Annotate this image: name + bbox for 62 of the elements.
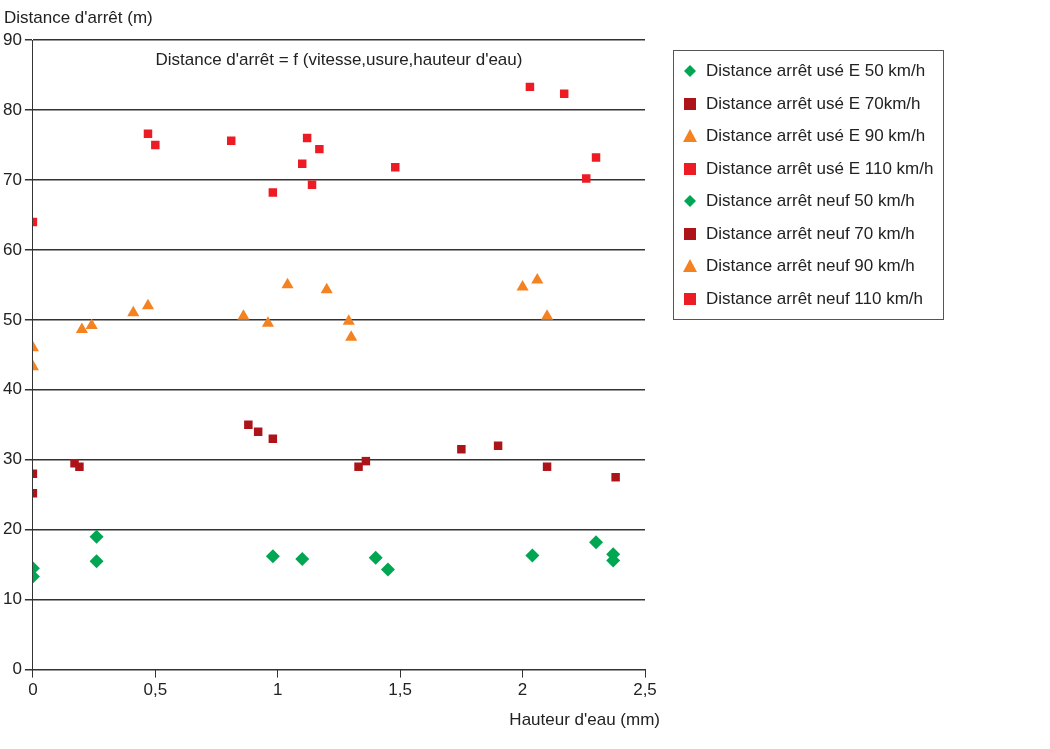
x-tick-label: 0,5: [143, 680, 168, 700]
point: [143, 129, 153, 138]
y-tick-label: 0: [12, 659, 22, 679]
point: [531, 272, 544, 284]
point: [89, 529, 104, 544]
point: [151, 140, 160, 150]
point: [226, 136, 236, 145]
x-tick-label: 1,5: [388, 680, 412, 700]
point: [354, 462, 363, 471]
y-tick-label: 80: [2, 99, 22, 119]
point: [295, 552, 310, 567]
point: [244, 420, 253, 429]
point: [261, 316, 275, 327]
point: [457, 445, 466, 454]
point: [345, 330, 358, 341]
point: [380, 562, 395, 577]
point: [127, 305, 140, 317]
point: [525, 548, 540, 563]
point: [541, 309, 554, 320]
point: [516, 279, 529, 291]
y-tick-label: 40: [2, 379, 22, 399]
point: [342, 314, 355, 325]
point: [75, 462, 84, 471]
point: [542, 462, 552, 471]
point: [75, 322, 88, 334]
y-tick-label: 90: [2, 29, 22, 49]
point: [589, 535, 604, 550]
y-tick-label: 50: [2, 309, 22, 329]
legend-label: Distance arrêt neuf 110 km/h: [706, 288, 924, 309]
x-tick-label: 2,5: [633, 680, 657, 700]
point: [281, 277, 294, 289]
y-tick-label: 60: [2, 239, 22, 259]
point: [611, 472, 620, 482]
point: [582, 174, 591, 183]
point: [591, 153, 601, 162]
y-tick-label: 10: [2, 589, 22, 609]
point: [268, 188, 278, 197]
point: [265, 549, 280, 564]
legend-label: Distance arrêt usé E 70km/h: [706, 93, 921, 114]
point: [237, 309, 250, 320]
point: [391, 163, 400, 172]
point: [85, 318, 98, 329]
point: [368, 550, 383, 565]
point: [320, 282, 333, 294]
y-tick-label: 70: [2, 169, 22, 189]
x-tick-label: 1: [273, 680, 283, 700]
legend-label: Distance arrêt neuf 90 km/h: [706, 256, 915, 277]
text: Distance d'arrêt = f (vitesse,usure,hauteur d'eau): [155, 50, 523, 70]
legend-label: Distance arrêt usé E 110 km/h: [706, 158, 934, 179]
y-axis-title: Distance d'arrêt (m): [4, 8, 153, 28]
point: [89, 554, 104, 569]
legend-label: Distance arrêt neuf 70 km/h: [706, 223, 915, 244]
legend-label: Distance arrêt usé E 90 km/h: [706, 126, 926, 147]
x-axis-title: Hauteur d'eau (mm): [509, 709, 660, 729]
point: [315, 144, 324, 154]
x-tick-label: 0: [28, 680, 38, 700]
x-tick-label: 2: [517, 680, 528, 700]
point: [141, 298, 155, 310]
legend-label: Distance arrêt neuf 50 km/h: [706, 191, 915, 212]
y-tick-label: 20: [2, 519, 22, 539]
y-tick-label: 30: [2, 449, 22, 469]
legend-label: Distance arrêt usé E 50 km/h: [706, 61, 926, 82]
